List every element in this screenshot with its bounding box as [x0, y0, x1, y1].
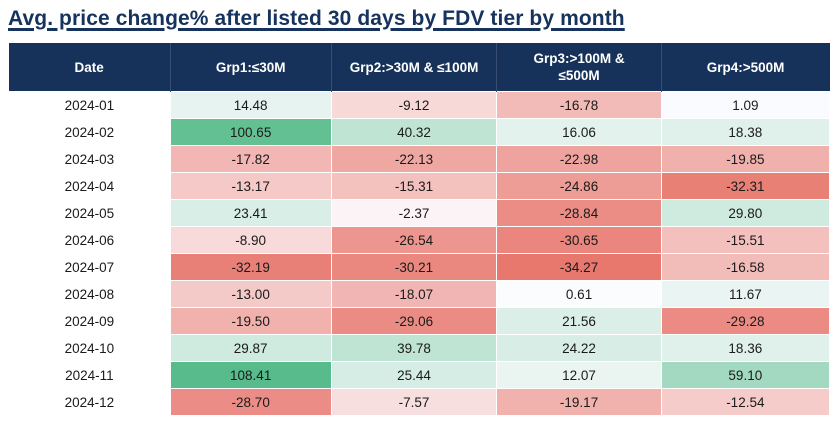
- column-header-date: Date: [8, 43, 171, 92]
- heatmap-cell: -30.65: [496, 226, 662, 255]
- table-row: 2024-11 108.41 25.44 12.07 59.10: [8, 361, 831, 390]
- table-row: 2024-09 -19.50 -29.06 21.56 -29.28: [8, 307, 831, 336]
- row-date: 2024-07: [8, 253, 171, 282]
- column-header-grp4: Grp4:>500M: [660, 43, 830, 92]
- row-date: 2024-06: [8, 226, 171, 255]
- heatmap-cell: 59.10: [660, 361, 831, 390]
- heatmap-cell: -16.78: [496, 91, 662, 120]
- table-header-row: Date Grp1:≤30M Grp2:>30M & ≤100M Grp3:>1…: [8, 43, 830, 92]
- heatmap-cell: 18.36: [660, 334, 831, 363]
- row-date: 2024-08: [8, 280, 171, 309]
- heatmap-cell: -2.37: [330, 199, 498, 228]
- heatmap-cell: 40.32: [330, 118, 498, 147]
- table-row: 2024-03 -17.82 -22.13 -22.98 -19.85: [8, 145, 831, 174]
- column-header-date-label: Date: [74, 59, 104, 75]
- heatmap-cell: 23.41: [169, 199, 332, 228]
- heatmap-cell: 29.87: [169, 334, 332, 363]
- heatmap-cell: 16.06: [496, 118, 662, 147]
- heatmap-cell: -19.50: [169, 307, 332, 336]
- table-row: 2024-05 23.41 -2.37 -28.84 29.80: [8, 199, 831, 228]
- heatmap-cell: -34.27: [496, 253, 662, 282]
- column-header-grp1: Grp1:≤30M: [169, 43, 332, 92]
- row-date: 2024-10: [8, 334, 171, 363]
- table-body: 2024-01 14.48 -9.12 -16.78 1.09 2024-02 100.65…: [8, 91, 831, 417]
- table-row: 2024-12 -28.70 -7.57 -19.17 -12.54: [8, 388, 831, 417]
- column-header-grp1-label: Grp1:≤30M: [215, 59, 286, 75]
- row-date: 2024-02: [8, 118, 171, 147]
- row-date: 2024-12: [8, 388, 171, 417]
- heatmap-cell: -17.82: [169, 145, 332, 174]
- heatmap-cell: -7.57: [330, 388, 498, 417]
- heatmap-cell: -12.54: [660, 388, 831, 417]
- heatmap-cell: -32.19: [169, 253, 332, 282]
- heatmap-cell: 14.48: [169, 91, 332, 120]
- heatmap-cell: -16.58: [660, 253, 831, 282]
- heatmap-cell: -15.31: [330, 172, 498, 201]
- column-header-grp3: Grp3:>100M & ≤500M: [496, 43, 662, 92]
- page-title: Avg. price change% after listed 30 days …: [8, 7, 625, 30]
- table-row: 2024-07 -32.19 -30.21 -34.27 -16.58: [8, 253, 831, 282]
- row-date: 2024-04: [8, 172, 171, 201]
- column-header-grp2-label: Grp2:>30M & ≤100M: [349, 59, 479, 75]
- table-row: 2024-10 29.87 39.78 24.22 18.36: [8, 334, 831, 363]
- row-date: 2024-09: [8, 307, 171, 336]
- page: Avg. price change% after listed 30 days …: [8, 7, 831, 417]
- row-date: 2024-01: [8, 91, 171, 120]
- row-date: 2024-11: [8, 361, 171, 390]
- heatmap-cell: -19.85: [660, 145, 831, 174]
- table-row: 2024-01 14.48 -9.12 -16.78 1.09: [8, 91, 831, 120]
- heatmap-cell: 39.78: [330, 334, 498, 363]
- heatmap-cell: 1.09: [660, 91, 831, 120]
- heatmap-cell: -22.13: [330, 145, 498, 174]
- heatmap-cell: -24.86: [496, 172, 662, 201]
- table-row: 2024-06 -8.90 -26.54 -30.65 -15.51: [8, 226, 831, 255]
- heatmap-cell: -9.12: [330, 91, 498, 120]
- heatmap-cell: 24.22: [496, 334, 662, 363]
- heatmap-cell: -19.17: [496, 388, 662, 417]
- row-date: 2024-05: [8, 199, 171, 228]
- table-row: 2024-02 100.65 40.32 16.06 18.38: [8, 118, 831, 147]
- heatmap-cell: -13.00: [169, 280, 332, 309]
- heatmap-cell: -13.17: [169, 172, 332, 201]
- heatmap-cell: -29.28: [660, 307, 831, 336]
- heatmap-cell: 108.41: [169, 361, 332, 390]
- fdv-heatmap-table: Date Grp1:≤30M Grp2:>30M & ≤100M Grp3:>1…: [8, 43, 831, 417]
- heatmap-cell: 25.44: [330, 361, 498, 390]
- heatmap-cell: 11.67: [660, 280, 831, 309]
- heatmap-cell: -26.54: [330, 226, 498, 255]
- row-date: 2024-03: [8, 145, 171, 174]
- heatmap-cell: -32.31: [660, 172, 831, 201]
- heatmap-cell: -30.21: [330, 253, 498, 282]
- heatmap-cell: 100.65: [169, 118, 332, 147]
- heatmap-cell: 29.80: [660, 199, 831, 228]
- heatmap-cell: -28.70: [169, 388, 332, 417]
- table-row: 2024-08 -13.00 -18.07 0.61 11.67: [8, 280, 831, 309]
- heatmap-cell: -22.98: [496, 145, 662, 174]
- heatmap-cell: -18.07: [330, 280, 498, 309]
- heatmap-cell: -29.06: [330, 307, 498, 336]
- heatmap-cell: -15.51: [660, 226, 831, 255]
- heatmap-cell: 0.61: [496, 280, 662, 309]
- column-header-grp3-label: Grp3:>100M & ≤500M: [533, 50, 625, 84]
- heatmap-cell: 21.56: [496, 307, 662, 336]
- heatmap-cell: 12.07: [496, 361, 662, 390]
- heatmap-cell: 18.38: [660, 118, 831, 147]
- column-header-grp4-label: Grp4:>500M: [706, 59, 785, 75]
- heatmap-cell: -8.90: [169, 226, 332, 255]
- heatmap-cell: -28.84: [496, 199, 662, 228]
- column-header-grp2: Grp2:>30M & ≤100M: [330, 43, 497, 92]
- table-row: 2024-04 -13.17 -15.31 -24.86 -32.31: [8, 172, 831, 201]
